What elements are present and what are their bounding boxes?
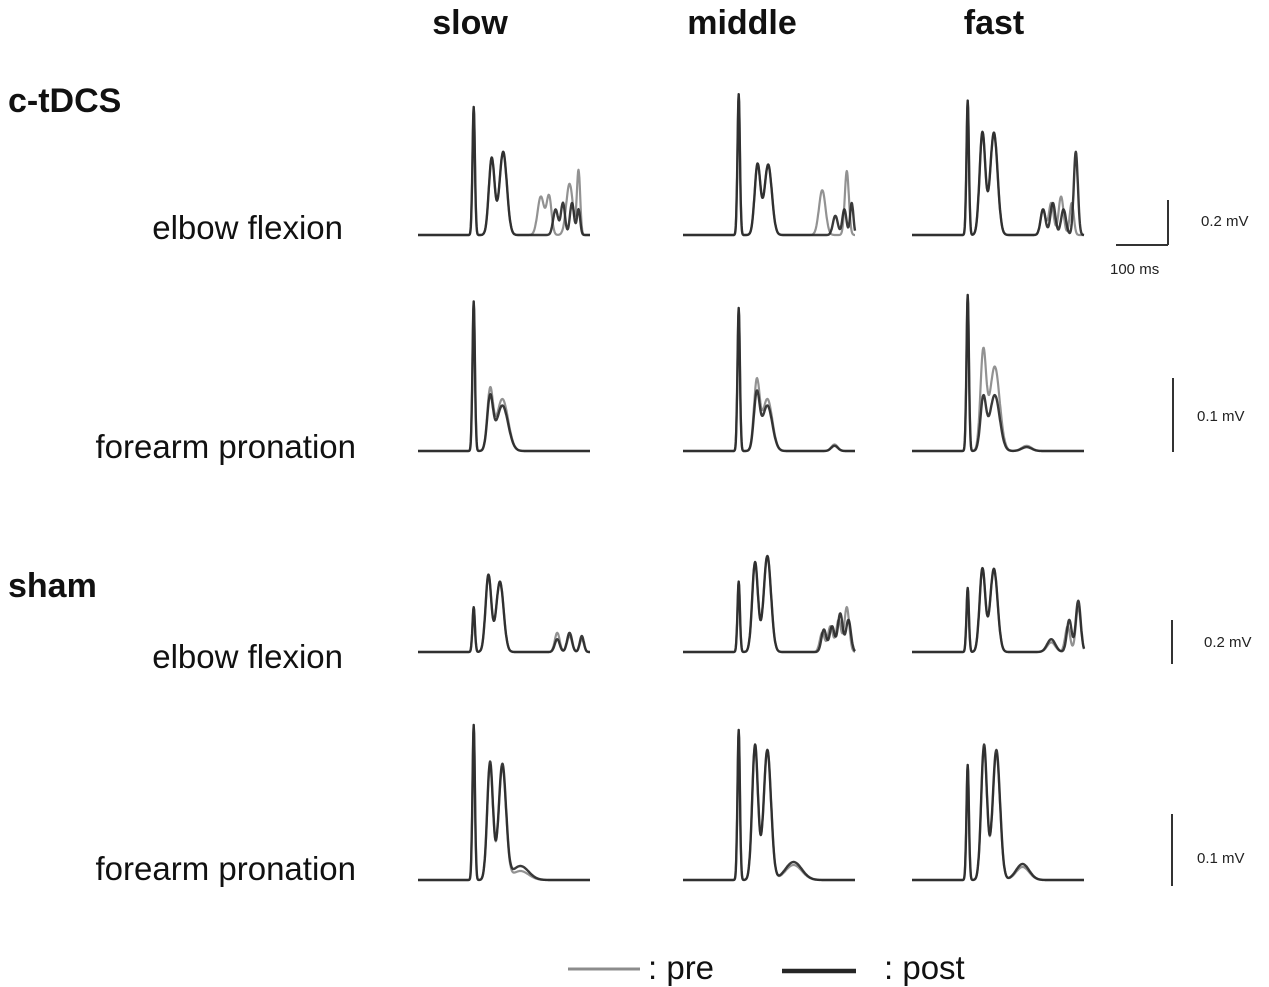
panel-sham-elbow-flexion-fast <box>911 566 1086 654</box>
trace-post <box>911 743 1085 882</box>
panel-ctdcs-forearm-pronation-middle <box>682 306 856 453</box>
trace-post <box>911 99 1085 237</box>
legend-label-post: : post <box>884 949 965 986</box>
group-label-sham: sham <box>8 567 97 605</box>
trace-pre <box>417 723 591 882</box>
trace-post <box>682 554 856 654</box>
panel-sham-forearm-pronation-slow <box>417 723 591 882</box>
trace-post <box>682 728 856 882</box>
row-label-ctdcs-elbow-flexion: elbow flexion <box>152 209 343 246</box>
scale-label-amplitude-1: 0.2 mV <box>1201 213 1249 230</box>
scale-label-amplitude-2: 0.1 mV <box>1197 408 1245 425</box>
column-header-middle: middle <box>687 4 797 42</box>
panel-sham-forearm-pronation-fast <box>911 743 1085 882</box>
row-label-ctdcs-forearm-pronation: forearm pronation <box>95 428 356 465</box>
trace-post <box>682 306 856 453</box>
column-header-fast: fast <box>963 4 1025 42</box>
trace-post <box>417 573 591 654</box>
scale-label-amplitude-4: 0.1 mV <box>1197 850 1245 867</box>
panel-ctdcs-elbow-flexion-fast <box>911 99 1085 237</box>
trace-post <box>417 723 591 882</box>
panel-sham-elbow-flexion-slow <box>417 573 591 654</box>
panel-ctdcs-forearm-pronation-slow <box>417 300 591 453</box>
trace-pre <box>417 300 591 453</box>
trace-post <box>911 566 1086 654</box>
trace-post <box>417 300 591 453</box>
panel-sham-forearm-pronation-middle <box>682 728 856 882</box>
legend-label-pre: : pre <box>648 949 715 986</box>
trace-pre <box>911 293 1085 453</box>
trace-pre <box>682 306 856 453</box>
panel-ctdcs-elbow-flexion-middle <box>682 93 857 237</box>
scale-label-amplitude-3: 0.2 mV <box>1204 634 1252 651</box>
trace-post <box>911 293 1085 453</box>
panel-ctdcs-forearm-pronation-fast <box>911 293 1085 453</box>
panel-ctdcs-elbow-flexion-slow <box>417 105 591 237</box>
group-label-ctdcs: c-tDCS <box>8 82 122 120</box>
column-header-slow: slow <box>432 4 508 42</box>
trace-post <box>417 105 591 237</box>
row-label-sham-forearm-pronation: forearm pronation <box>95 850 356 887</box>
row-label-sham-elbow-flexion: elbow flexion <box>152 638 343 675</box>
panel-sham-elbow-flexion-middle <box>682 554 856 654</box>
scale-label-time: 100 ms <box>1110 261 1160 278</box>
trace-post <box>682 93 857 237</box>
